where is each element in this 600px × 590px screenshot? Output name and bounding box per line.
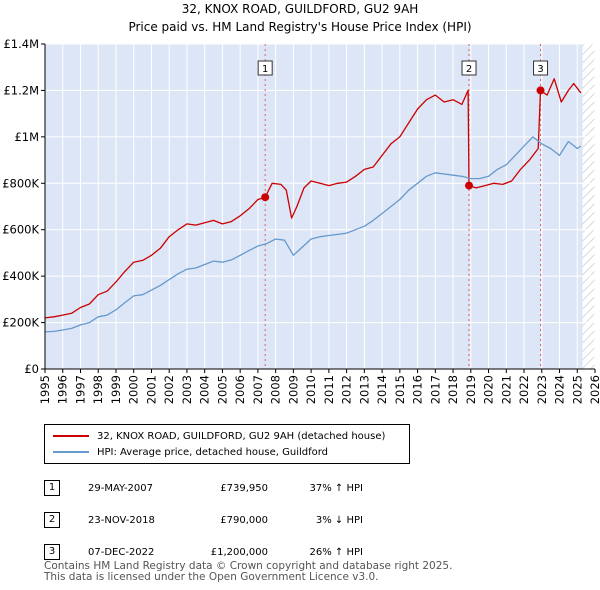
- transaction-number-badge: 2: [44, 512, 60, 528]
- x-tick-label: 1997: [73, 375, 87, 404]
- x-tick-label: 2011: [322, 375, 336, 404]
- transaction-hpi-diff: 37% ↑ HPI: [309, 482, 363, 494]
- price-chart: 1 2 3 £0 £200K £400K £600K £800K £1M £1.2M £1.4M 1…: [2, 37, 600, 404]
- sale-point: [465, 181, 474, 190]
- x-tick-label: 2009: [286, 375, 300, 404]
- x-tick-label: 2021: [499, 375, 513, 404]
- sale-marker-label: 3: [537, 64, 543, 75]
- transaction-number-badge: 3: [44, 544, 60, 560]
- legend-label-price: 32, KNOX ROAD, GUILDFORD, GU2 9AH (detac…: [97, 430, 386, 442]
- x-tick-label: 2026: [588, 375, 600, 404]
- sale-marker-label-box: [533, 60, 549, 76]
- x-tick-label: 2005: [215, 375, 229, 404]
- x-tick-label: 2003: [180, 375, 194, 404]
- legend: 32, KNOX ROAD, GUILDFORD, GU2 9AH (detac…: [44, 424, 410, 464]
- x-tick-label: 2020: [482, 375, 496, 404]
- transaction-date: 07-DEC-2022: [88, 546, 155, 558]
- y-tick-label: £1M: [14, 130, 39, 144]
- x-tick-label: 2024: [553, 375, 567, 404]
- y-tick-label: £600K: [2, 223, 39, 237]
- y-tick-label: £1.4M: [3, 37, 39, 51]
- legend-item-hpi: HPI: Average price, detached house, Guil…: [53, 445, 328, 459]
- sale-marker-label: 1: [262, 64, 268, 75]
- x-tick-label: 1998: [91, 375, 105, 404]
- y-tick-label: £200K: [2, 316, 39, 330]
- x-tick-label: 2023: [535, 375, 549, 404]
- transaction-hpi-diff: 26% ↑ HPI: [309, 546, 363, 558]
- price-paid-line: [44, 78, 582, 319]
- transaction-price: £790,000: [220, 514, 268, 526]
- legend-swatch-price: [53, 435, 89, 437]
- y-tick-label: £0: [24, 362, 39, 376]
- sale-point: [536, 86, 545, 95]
- x-tick-label: 2010: [304, 375, 318, 404]
- sale-marker-label-box: [461, 60, 477, 76]
- chart-title: 32, KNOX ROAD, GUILDFORD, GU2 9AH: [181, 2, 419, 16]
- table-row: 2 23-NOV-2018 £790,000 3% ↓ HPI: [44, 504, 363, 536]
- hpi-line: [44, 136, 582, 333]
- x-tick-label: 2022: [517, 375, 531, 404]
- table-row: 1 29-MAY-2007 £739,950 37% ↑ HPI: [44, 472, 363, 504]
- transactions-table: 1 29-MAY-2007 £739,950 37% ↑ HPI 2 23-NO…: [44, 472, 363, 568]
- x-tick-label: 2002: [162, 375, 176, 404]
- x-tick-label: 1995: [38, 375, 52, 404]
- y-tick-label: £800K: [2, 176, 39, 190]
- footer-copyright: Contains HM Land Registry data © Crown c…: [44, 560, 453, 572]
- x-tick-label: 2001: [144, 375, 158, 404]
- chart-subtitle: Price paid vs. HM Land Registry's House …: [128, 20, 472, 34]
- shaded-region: [45, 44, 583, 369]
- x-tick-label: 2015: [393, 375, 407, 404]
- x-tick-label: 2012: [340, 375, 354, 404]
- x-tick-label: 2000: [127, 375, 141, 404]
- transaction-date: 23-NOV-2018: [88, 514, 155, 526]
- x-tick-label: 1999: [109, 375, 123, 404]
- x-tick-label: 2016: [411, 375, 425, 404]
- sale-marker-label: 2: [466, 64, 472, 75]
- footer: Contains HM Land Registry data © Crown c…: [44, 561, 452, 583]
- x-tick-label: 2006: [233, 375, 247, 404]
- transaction-date: 29-MAY-2007: [88, 482, 154, 494]
- transaction-price: £1,200,000: [210, 546, 268, 558]
- sale-marker-label-box: [257, 60, 273, 76]
- transaction-number-badge: 1: [44, 480, 60, 496]
- x-tick-label: 2019: [464, 375, 478, 404]
- footer-licence: This data is licensed under the Open Gov…: [44, 571, 379, 583]
- x-tick-label: 2014: [375, 375, 389, 404]
- legend-item-price: 32, KNOX ROAD, GUILDFORD, GU2 9AH (detac…: [53, 429, 385, 443]
- table-row: 3 07-DEC-2022 £1,200,000 26% ↑ HPI: [44, 536, 363, 568]
- sale-point: [261, 193, 270, 202]
- transaction-price: £739,950: [220, 482, 268, 494]
- transaction-hpi-diff: 3% ↓ HPI: [315, 514, 363, 526]
- x-tick-label: 2007: [251, 375, 265, 404]
- x-tick-label: 2018: [446, 375, 460, 404]
- legend-label-hpi: HPI: Average price, detached house, Guil…: [97, 446, 329, 458]
- legend-swatch-hpi: [53, 451, 89, 453]
- x-tick-label: 2013: [357, 375, 371, 404]
- y-tick-label: £400K: [2, 269, 39, 283]
- forecast-hatched-region: [582, 44, 595, 369]
- x-tick-label: 2008: [269, 375, 283, 404]
- x-tick-label: 2004: [198, 375, 212, 404]
- x-tick-label: 2017: [428, 375, 442, 404]
- x-tick-label: 1996: [56, 375, 70, 404]
- x-tick-label: 2025: [570, 375, 584, 404]
- y-tick-label: £1.2M: [3, 83, 39, 97]
